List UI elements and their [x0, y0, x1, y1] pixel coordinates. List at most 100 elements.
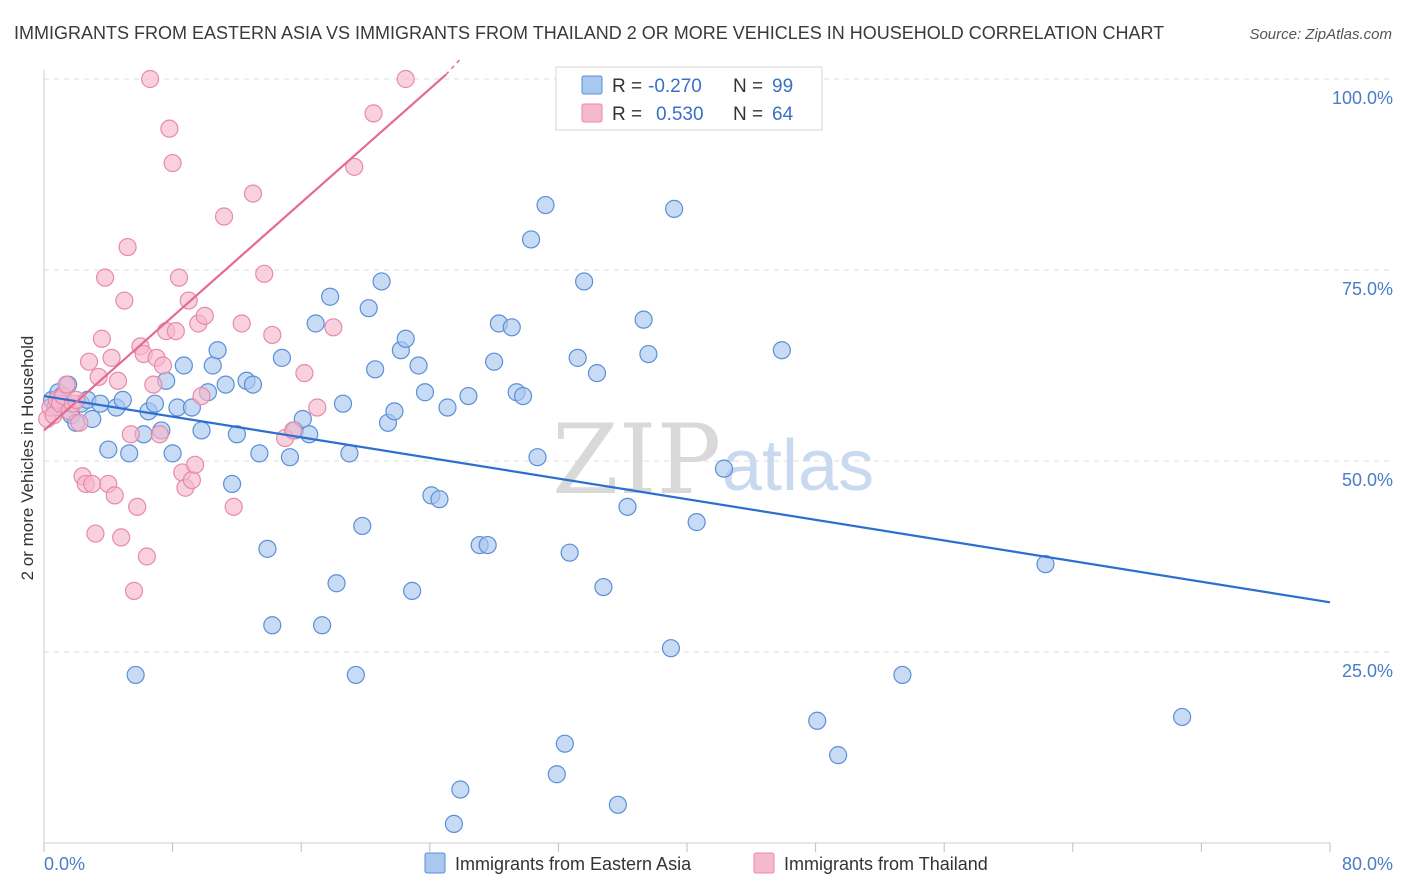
point-thailand-17: [92, 329, 111, 348]
y-tick-label-50: 50.0%: [1342, 470, 1393, 490]
legend-n-label-1: N =: [733, 76, 763, 97]
correlation-legend: R = -0.270 N = 99 R = 0.530 N = 64: [555, 66, 823, 131]
series-legend-label-eastern-asia: Immigrants from Eastern Asia: [455, 854, 692, 874]
point-eastern-asia-24: [174, 356, 193, 375]
point-eastern-asia-65: [451, 780, 470, 799]
point-thailand-25: [118, 237, 137, 257]
point-thailand-26: [121, 425, 140, 444]
point-thailand-36: [153, 356, 173, 375]
point-eastern-asia-59: [409, 356, 428, 375]
point-eastern-asia-90: [687, 513, 706, 532]
point-thailand-14: [83, 474, 102, 494]
gridlines: [44, 78, 1392, 653]
point-thailand-21: [105, 486, 124, 505]
series-legend-swatch-eastern-asia: [424, 852, 446, 874]
series-legend: Immigrants from Eastern Asia Immigrants …: [424, 852, 988, 874]
point-eastern-asia-93: [808, 711, 827, 730]
point-thailand-53: [243, 184, 263, 203]
point-thailand-6: [57, 375, 76, 394]
point-eastern-asia-91: [714, 459, 734, 478]
point-eastern-asia-66: [459, 386, 478, 406]
point-thailand-24: [115, 291, 134, 310]
point-eastern-asia-32: [227, 425, 246, 444]
point-thailand-60: [324, 318, 343, 337]
point-eastern-asia-31: [222, 474, 242, 494]
point-eastern-asia-44: [312, 616, 332, 635]
point-eastern-asia-77: [547, 765, 566, 784]
point-thailand-41: [169, 268, 189, 287]
trend-line-thailand-extension: [445, 59, 461, 76]
point-thailand-52: [232, 314, 251, 333]
legend-r-label-1: R =: [612, 76, 642, 97]
point-eastern-asia-36: [258, 539, 277, 558]
y-tick-label-25: 25.0%: [1342, 661, 1393, 681]
point-eastern-asia-68: [478, 535, 497, 555]
point-eastern-asia-55: [385, 402, 404, 421]
point-thailand-58: [295, 364, 314, 383]
point-eastern-asia-76: [536, 195, 555, 215]
point-eastern-asia-49: [346, 665, 365, 685]
legend-r-value-1: -0.270: [648, 76, 702, 97]
point-eastern-asia-85: [618, 497, 637, 516]
point-eastern-asia-71: [502, 318, 521, 337]
point-thailand-59: [308, 398, 327, 417]
point-eastern-asia-15: [120, 444, 139, 463]
point-thailand-20: [102, 348, 121, 367]
trend-line-eastern-asia: [43, 394, 1331, 604]
point-thailand-63: [396, 69, 415, 89]
point-eastern-asia-39: [280, 448, 300, 467]
point-eastern-asia-26: [192, 421, 211, 440]
point-thailand-28: [128, 497, 147, 516]
point-thailand-27: [124, 581, 144, 600]
point-thailand-50: [214, 207, 234, 226]
legend-swatch-blue: [581, 75, 603, 95]
point-eastern-asia-92: [772, 341, 791, 360]
point-eastern-asia-14: [113, 390, 132, 409]
chart-title: IMMIGRANTS FROM EASTERN ASIA VS IMMIGRAN…: [14, 23, 1164, 43]
point-eastern-asia-28: [203, 356, 222, 375]
point-thailand-32: [140, 69, 160, 89]
y-axis-label: 2 or more Vehicles in Household: [18, 336, 37, 581]
legend-n-value-1: 99: [772, 76, 793, 97]
point-thailand-61: [345, 157, 364, 176]
point-eastern-asia-12: [99, 440, 118, 459]
point-thailand-62: [364, 104, 383, 123]
point-eastern-asia-22: [163, 444, 182, 463]
point-eastern-asia-89: [665, 199, 684, 218]
watermark: ZIP atlas: [552, 404, 874, 516]
point-eastern-asia-37: [263, 616, 282, 635]
point-eastern-asia-81: [575, 272, 594, 291]
point-thailand-55: [263, 325, 282, 345]
series-thailand-points: [38, 69, 415, 600]
point-eastern-asia-83: [594, 577, 613, 597]
legend-r-value-2: 0.530: [656, 104, 704, 125]
legend-r-label-2: R =: [612, 104, 642, 125]
point-eastern-asia-84: [608, 795, 627, 814]
point-eastern-asia-45: [321, 287, 340, 306]
point-eastern-asia-60: [415, 383, 435, 402]
point-eastern-asia-52: [366, 360, 385, 379]
x-ticks: [43, 843, 1331, 852]
point-eastern-asia-30: [216, 375, 235, 394]
point-eastern-asia-80: [568, 348, 587, 367]
point-thailand-40: [166, 322, 185, 341]
series-legend-swatch-thailand: [753, 852, 775, 874]
legend-n-value-2: 64: [772, 104, 794, 125]
point-eastern-asia-51: [359, 299, 378, 318]
point-eastern-asia-79: [560, 543, 579, 562]
point-eastern-asia-69: [485, 352, 504, 371]
point-eastern-asia-78: [555, 734, 574, 753]
point-eastern-asia-73: [513, 386, 533, 406]
point-eastern-asia-57: [396, 329, 415, 348]
y-tick-labels: 25.0% 50.0% 75.0% 100.0%: [1332, 88, 1393, 681]
point-thailand-31: [137, 547, 156, 566]
point-eastern-asia-97: [1173, 707, 1192, 727]
point-eastern-asia-43: [306, 314, 325, 333]
point-eastern-asia-53: [372, 272, 391, 291]
point-thailand-45: [182, 471, 201, 490]
point-thailand-13: [79, 352, 99, 371]
point-thailand-23: [112, 528, 131, 547]
point-eastern-asia-50: [353, 516, 372, 536]
point-eastern-asia-75: [528, 448, 547, 467]
